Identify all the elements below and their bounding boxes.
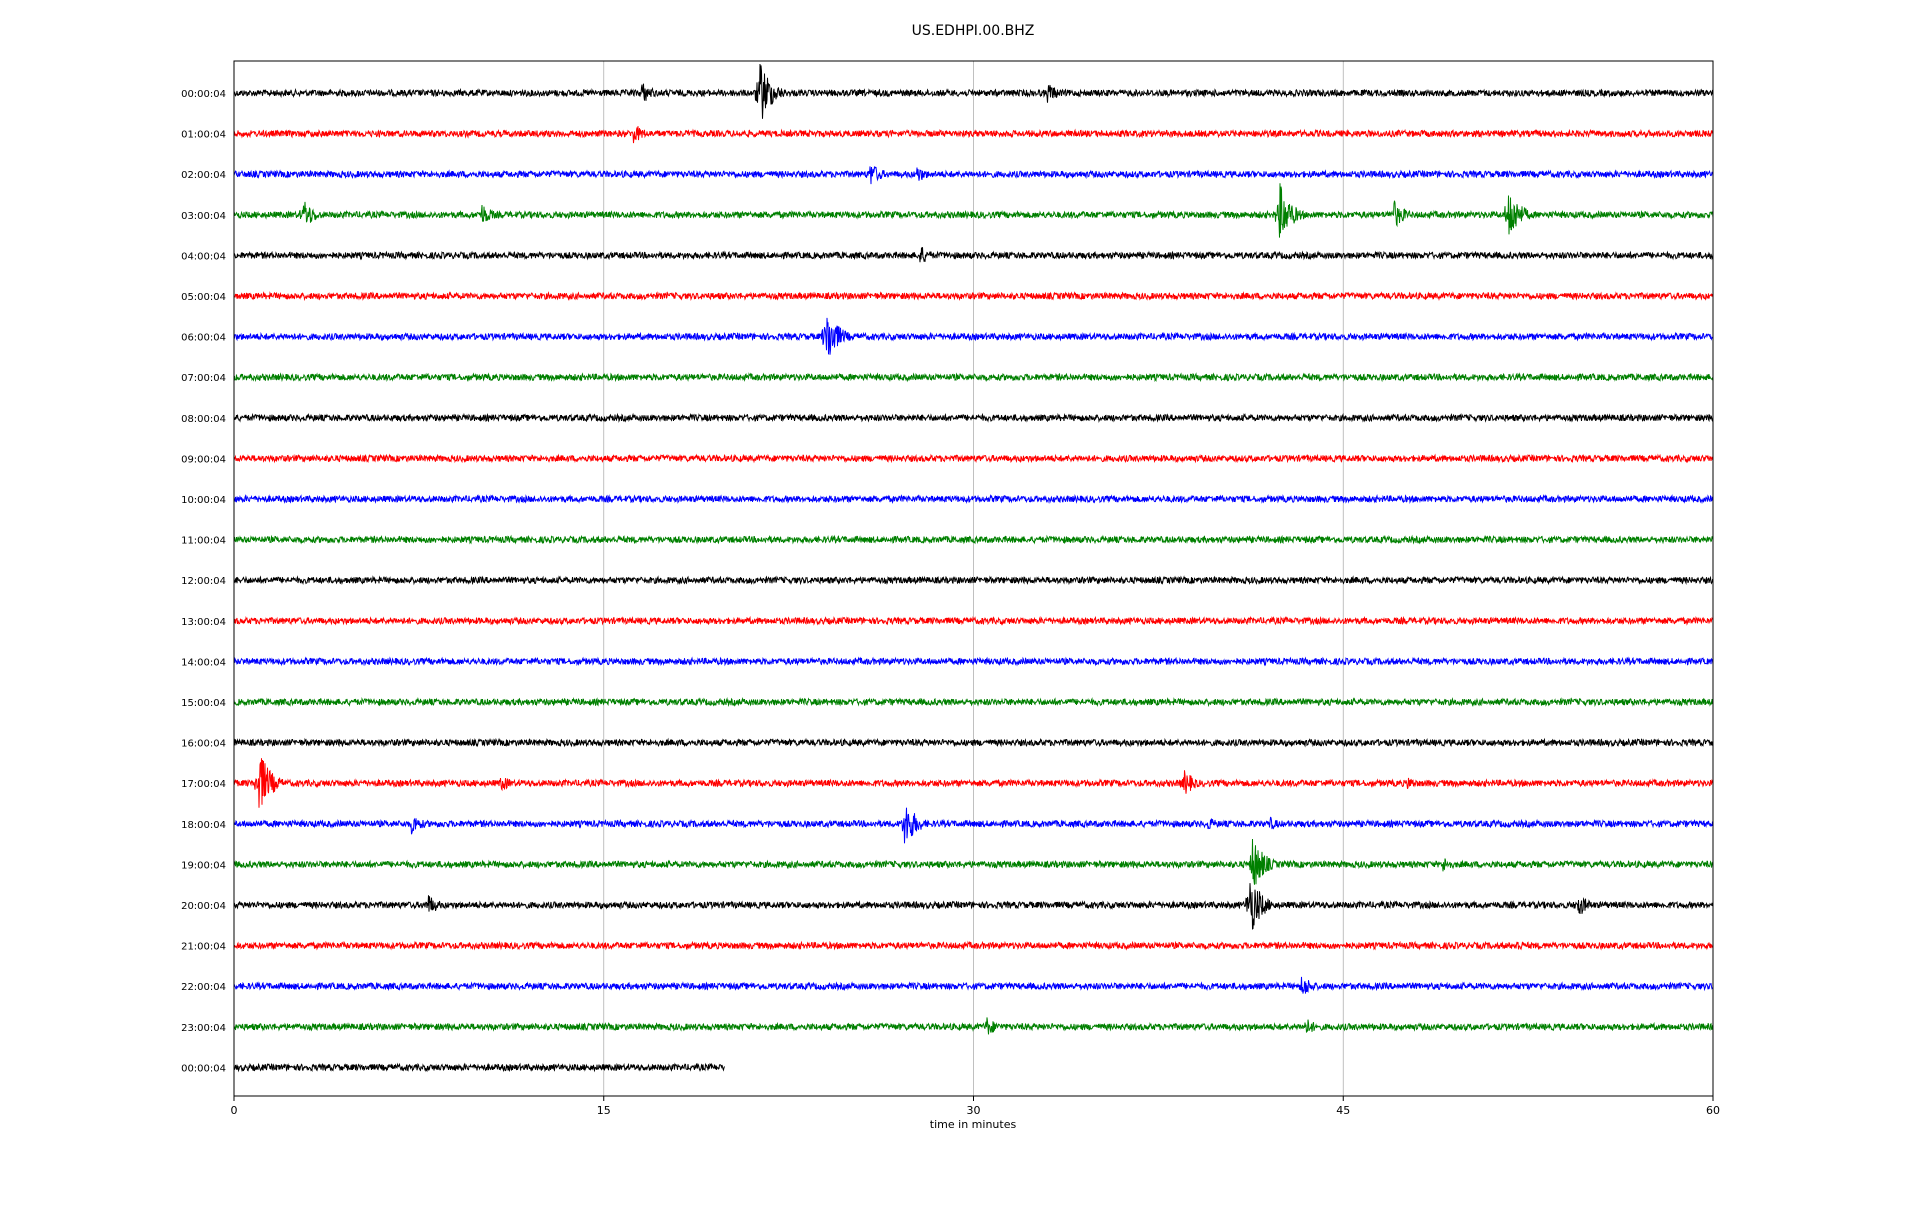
row-time-label: 19:00:04 — [181, 860, 226, 871]
trace-row — [233, 575, 1714, 586]
row-time-label: 15:00:04 — [181, 698, 226, 709]
row-time-label: 16:00:04 — [181, 739, 226, 750]
row-time-label: 08:00:04 — [181, 414, 226, 425]
row-time-label: 02:00:04 — [181, 170, 226, 181]
row-time-label: 01:00:04 — [181, 130, 226, 141]
trace-row — [233, 493, 1714, 505]
x-tick-label: 15 — [597, 1104, 611, 1117]
trace-row — [233, 372, 1714, 383]
trace-row — [233, 807, 1714, 844]
trace-row — [233, 737, 1714, 748]
trace-row — [233, 63, 1714, 119]
row-time-label: 18:00:04 — [181, 820, 226, 831]
x-tick-label: 0 — [231, 1104, 238, 1117]
row-time-label: 12:00:04 — [181, 576, 226, 587]
grid-lines — [603, 61, 1344, 1096]
row-time-label: 04:00:04 — [181, 251, 226, 262]
trace-row — [233, 758, 1714, 808]
row-time-label: 21:00:04 — [181, 942, 226, 953]
trace-row — [233, 317, 1714, 355]
trace-row — [233, 976, 1714, 994]
trace-row — [233, 838, 1714, 885]
row-time-label: 11:00:04 — [181, 536, 226, 547]
trace-row — [233, 1017, 1714, 1035]
row-time-label: 07:00:04 — [181, 373, 226, 384]
row-time-label: 10:00:04 — [181, 495, 226, 506]
trace-row — [233, 453, 1714, 464]
trace-row — [233, 883, 1714, 930]
row-time-label: 03:00:04 — [181, 211, 226, 222]
chart-title: US.EDHPI.00.BHZ — [912, 23, 1035, 39]
trace-row — [233, 166, 1714, 185]
row-time-label: 05:00:04 — [181, 292, 226, 303]
trace-row — [233, 615, 1714, 626]
trace-row — [233, 1062, 725, 1073]
trace-row — [233, 534, 1714, 545]
trace-row — [233, 696, 1714, 708]
row-time-label: 00:00:04 — [181, 1063, 226, 1074]
row-time-label: 22:00:04 — [181, 982, 226, 993]
row-time-label: 13:00:04 — [181, 617, 226, 628]
x-axis-ticks: 0 15 30 45 60 — [231, 1096, 1720, 1117]
x-tick-label: 30 — [967, 1104, 981, 1117]
row-labels: 00:00:04 01:00:04 02:00:04 03:00:04 04:00:04… — [181, 89, 226, 1074]
x-axis-label: time in minutes — [930, 1118, 1017, 1131]
trace-row — [233, 412, 1714, 423]
x-tick-label: 45 — [1336, 1104, 1350, 1117]
row-time-label: 17:00:04 — [181, 779, 226, 790]
row-time-label: 06:00:04 — [181, 333, 226, 344]
trace-row — [233, 291, 1714, 302]
trace-row — [233, 247, 1714, 263]
x-tick-label: 60 — [1706, 1104, 1720, 1117]
row-time-label: 14:00:04 — [181, 657, 226, 668]
trace-row — [233, 183, 1714, 238]
trace-row — [233, 940, 1714, 951]
traces — [233, 63, 1714, 1073]
trace-row — [233, 656, 1714, 667]
row-time-label: 20:00:04 — [181, 901, 226, 912]
row-time-label: 23:00:04 — [181, 1023, 226, 1034]
row-time-label: 00:00:04 — [181, 89, 226, 100]
row-time-label: 09:00:04 — [181, 454, 226, 465]
trace-row — [233, 126, 1714, 144]
